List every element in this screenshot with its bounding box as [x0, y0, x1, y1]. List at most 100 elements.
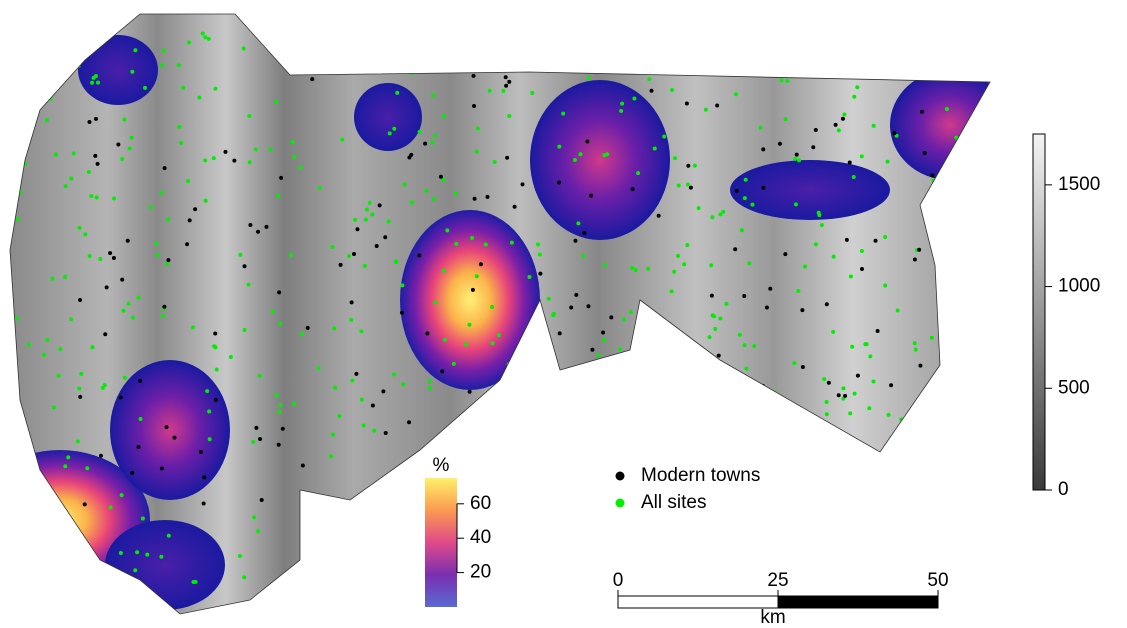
site-dot: [43, 563, 47, 567]
site-dot: [620, 102, 624, 106]
town-dot: [473, 197, 477, 201]
site-dot: [203, 35, 207, 39]
town-dot: [503, 452, 507, 456]
town-dot: [440, 369, 444, 373]
site-dot: [587, 76, 591, 80]
town-dot: [398, 475, 402, 479]
town-dot: [913, 258, 917, 262]
site-dot: [620, 524, 624, 528]
site-dot: [896, 308, 900, 312]
site-dot: [356, 64, 360, 68]
site-dot: [734, 92, 738, 96]
site-dot: [677, 373, 681, 377]
town-dot: [315, 503, 319, 507]
site-dot: [930, 336, 934, 340]
site-dot: [547, 297, 551, 301]
town-dot: [586, 304, 590, 308]
site-dot: [248, 160, 252, 164]
town-dot: [625, 66, 629, 70]
town-dot: [507, 405, 511, 409]
site-dot: [797, 158, 801, 162]
site-dot: [721, 210, 725, 214]
town-dot: [761, 147, 765, 151]
site-dot: [652, 385, 656, 389]
site-dot: [530, 91, 534, 95]
site-dot: [900, 432, 904, 436]
site-dot: [112, 196, 116, 200]
site-dot: [552, 312, 556, 316]
site-dot: [728, 562, 732, 566]
site-dot: [623, 431, 627, 435]
site-dot: [122, 309, 126, 313]
town-dot: [94, 117, 98, 121]
town-dot: [918, 364, 922, 368]
site-dot: [387, 25, 391, 29]
site-dot: [17, 22, 21, 26]
site-dot: [578, 469, 582, 473]
site-dot: [353, 218, 357, 222]
site-dot: [85, 466, 89, 470]
site-dot: [713, 531, 717, 535]
site-dot: [510, 241, 514, 245]
site-dot: [578, 152, 582, 156]
site-dot: [527, 275, 531, 279]
site-dot: [935, 404, 939, 408]
town-dot: [930, 174, 934, 178]
site-dot: [27, 497, 31, 501]
site-dot: [696, 368, 700, 372]
site-dot: [410, 200, 414, 204]
site-dot: [758, 126, 762, 130]
site-dot: [882, 49, 886, 53]
site-dot: [205, 389, 209, 393]
town-dot: [417, 254, 421, 258]
site-dot: [693, 446, 697, 450]
site-dot: [615, 513, 619, 517]
site-dot: [370, 213, 374, 217]
site-dot: [793, 157, 797, 161]
site-dot: [120, 157, 124, 161]
site-dot: [942, 187, 946, 191]
site-dot: [252, 515, 256, 519]
site-dot: [686, 182, 690, 186]
town-dot: [848, 161, 852, 165]
town-dot: [811, 145, 815, 149]
site-dot: [69, 177, 73, 181]
site-dot: [683, 49, 687, 53]
site-dot: [79, 372, 83, 376]
scale-bar-label: 0: [613, 570, 624, 591]
site-dot: [605, 152, 609, 156]
site-dot: [591, 38, 595, 42]
town-dot: [468, 390, 472, 394]
site-dot: [788, 515, 792, 519]
town-dot: [590, 348, 594, 352]
site-dot: [307, 34, 311, 38]
town-dot: [814, 128, 818, 132]
site-dot: [94, 24, 98, 28]
terrain: [0, 14, 1010, 614]
site-dot: [78, 226, 82, 230]
town-dot: [565, 380, 569, 384]
site-dot: [685, 243, 689, 247]
site-dot: [318, 186, 322, 190]
site-dot: [914, 419, 918, 423]
site-dot: [602, 338, 606, 342]
site-dot: [707, 335, 711, 339]
site-dot: [861, 518, 865, 522]
site-dot: [677, 184, 681, 188]
town-dot: [800, 308, 804, 312]
town-dot: [892, 131, 896, 135]
site-dot: [434, 300, 438, 304]
site-dot: [131, 316, 135, 320]
town-dot: [569, 306, 573, 310]
site-dot: [145, 553, 149, 557]
town-dot: [627, 447, 631, 451]
legend-label: All sites: [641, 492, 706, 513]
site-dot: [666, 354, 670, 358]
site-dot: [362, 423, 366, 427]
site-dot: [886, 50, 890, 54]
site-dot: [88, 254, 92, 258]
site-dot: [734, 33, 738, 37]
site-dot: [852, 95, 856, 99]
site-dot: [197, 96, 201, 100]
site-dot: [401, 44, 405, 48]
